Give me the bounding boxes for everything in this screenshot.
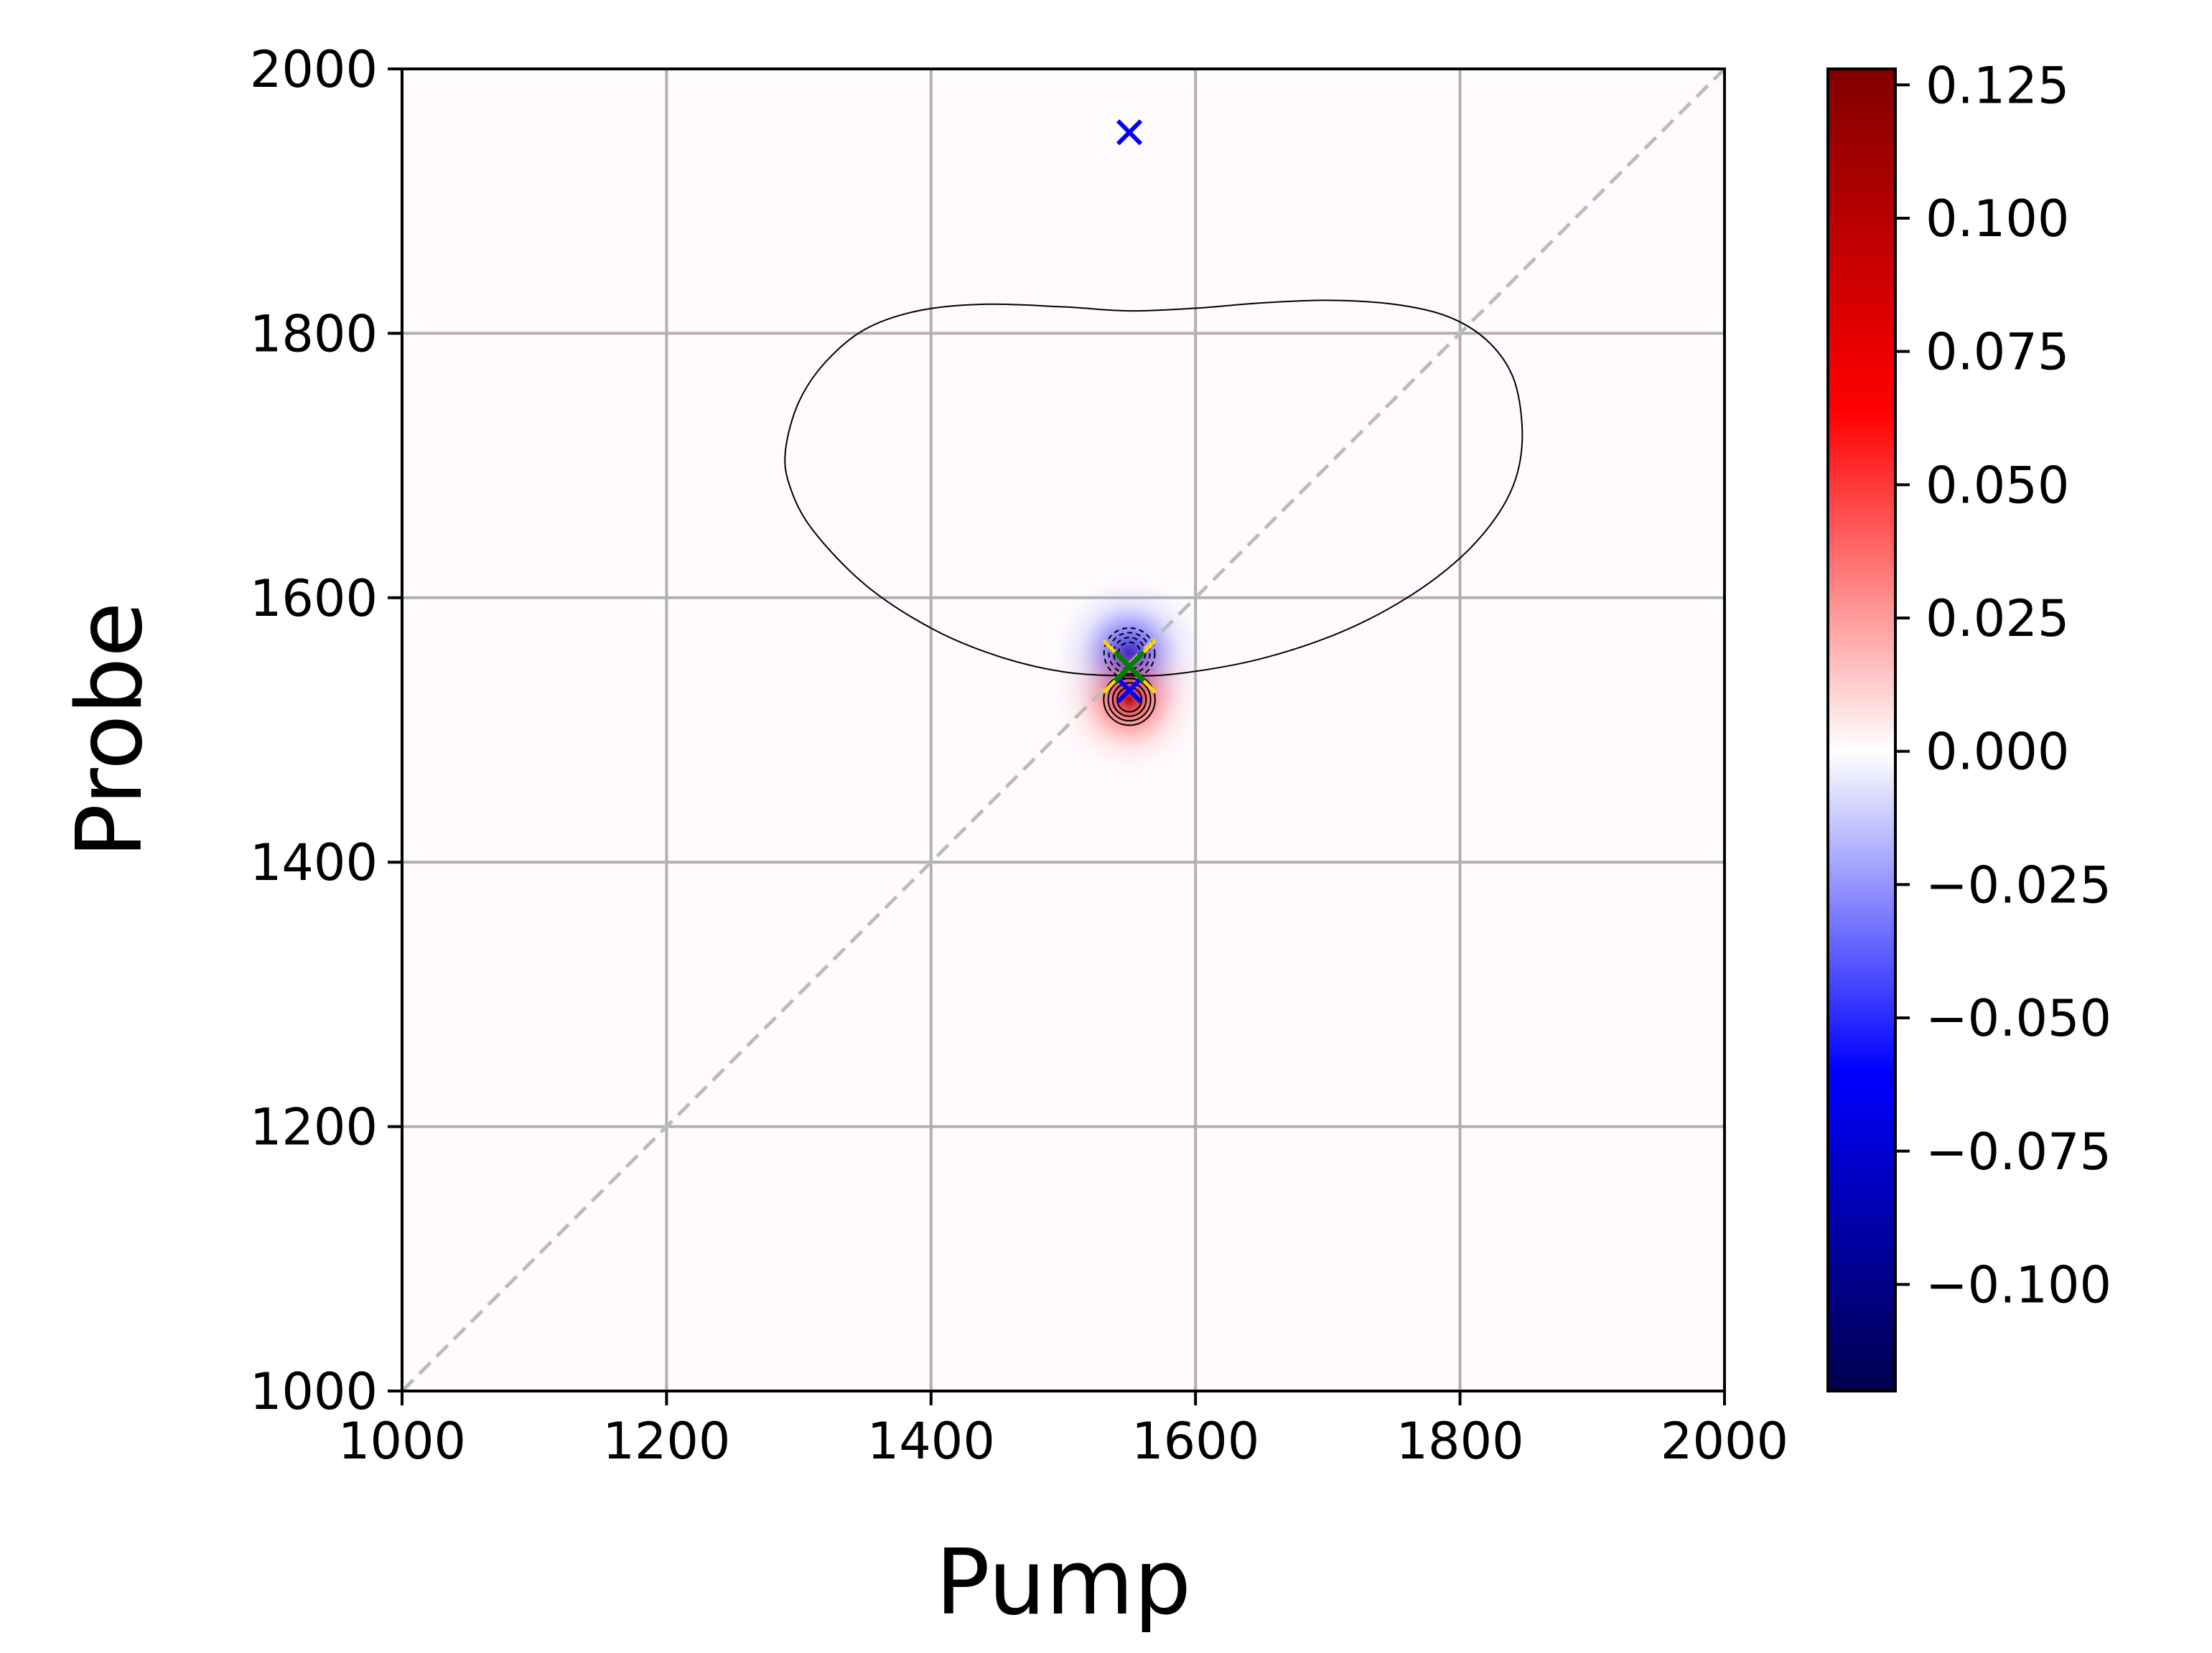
colorbar-ticks: 0.125 0.100 0.075 0.050 0.025 0.000 −0.025 −0.0… [1895,56,2111,1314]
colorbar-tick-label: 0.100 [1926,189,2069,248]
marker-stroke [1116,677,1143,703]
y-tick-label: 1200 [250,1098,378,1157]
colorbar-tick-label: 0.125 [1926,56,2069,115]
marker-stroke [1116,119,1143,146]
x-tick-label: 1800 [1396,1412,1524,1471]
x-tick-label: 1000 [338,1412,466,1471]
colorbar-tick-label: −0.075 [1926,1123,2111,1181]
colorbar-tick-label: −0.100 [1926,1255,2111,1314]
negative-lobe-contour [1113,637,1147,670]
colorbar-tick-label: −0.050 [1926,989,2111,1048]
y-tick-label: 1600 [250,569,378,628]
positive-lobe-contour [1111,682,1147,717]
colorbar-gradient [1826,67,1897,1392]
positive-lobe-contour [1107,678,1152,722]
x-tick-label: 1600 [1131,1412,1259,1471]
marker-x [1116,119,1143,146]
colorbar: 0.125 0.100 0.075 0.050 0.025 0.000 −0.025 −0.0… [1826,56,2111,1392]
markers [1102,119,1157,703]
colorbar-tick-label: 0.000 [1926,723,2069,782]
y-tick-label: 2000 [250,40,378,99]
negative-lobe-contour [1103,627,1156,680]
y-axis-title: Probe [57,601,162,858]
heatmap-features [1047,571,1213,782]
grid [401,67,1726,1392]
marker-stroke [1113,650,1146,683]
colorbar-tick-label: 0.025 [1926,589,2069,648]
x-tick-label: 2000 [1661,1412,1788,1471]
zero-contour-line [784,299,1523,677]
plot-frame [401,67,1726,1392]
y-axis: 1000 1200 1400 1600 1800 2000 [250,40,402,1421]
y-tick-label: 1800 [250,304,378,363]
positive-lobe-contour [1103,673,1156,726]
colorbar-tick-label: 0.075 [1926,323,2069,382]
x-tick-label: 1200 [602,1412,730,1471]
colorbar-tick-label: −0.025 [1926,856,2111,914]
negative-lobe-contour [1108,632,1151,675]
marker-x [1116,677,1143,703]
plot-area [401,67,1726,1392]
marker-x [1113,650,1146,683]
colorbar-tick-label: 0.050 [1926,456,2069,515]
positive-lobe-glow [1047,617,1213,782]
x-axis: 1000 1200 1400 1600 1800 2000 [338,1391,1788,1471]
x-axis-title: Pump [935,1530,1191,1635]
diagonal-reference-line [401,67,1726,1392]
y-tick-label: 1000 [250,1362,378,1421]
x-tick-label: 1400 [867,1412,995,1471]
y-tick-label: 1400 [250,833,378,892]
